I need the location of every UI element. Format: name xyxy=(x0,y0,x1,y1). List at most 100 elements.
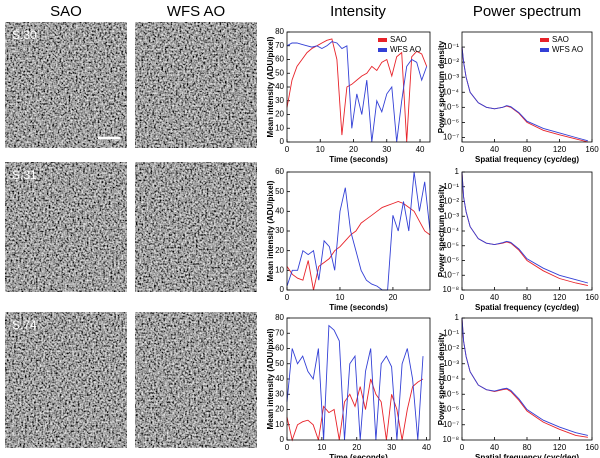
y-tick-label: 10 xyxy=(275,420,284,429)
retina-image xyxy=(135,162,257,292)
y-axis-label: Mean intensity (ADU/pixel) xyxy=(266,180,275,281)
legend-label: WFS AO xyxy=(390,45,421,54)
y-tick-label: 70 xyxy=(275,41,284,50)
x-axis-label: Spatial frequency (cyc/deg) xyxy=(475,155,579,164)
retina-image xyxy=(5,162,127,292)
row-label: S.31 xyxy=(12,168,37,182)
y-tick-label: 40 xyxy=(275,206,284,215)
row-label: S.74 xyxy=(12,318,37,332)
x-tick-label: 80 xyxy=(523,293,532,302)
legend-swatch xyxy=(540,38,549,42)
y-tick-label: 10⁻³ xyxy=(443,211,459,220)
y-tick-label: 80 xyxy=(275,313,284,322)
x-tick-label: 0 xyxy=(285,293,290,302)
y-tick-label: 10⁻⁵ xyxy=(443,102,459,111)
x-tick-label: 30 xyxy=(382,145,391,154)
y-tick-label: 50 xyxy=(275,187,284,196)
y-tick-label: 10⁻⁶ xyxy=(443,405,459,414)
x-tick-label: 0 xyxy=(460,443,465,452)
x-axis-label: Time (seconds) xyxy=(329,155,388,164)
retina-image xyxy=(135,312,257,448)
x-tick-label: 120 xyxy=(553,145,567,154)
y-tick-label: 10⁻³ xyxy=(443,72,459,81)
series-line xyxy=(286,171,431,291)
series-line xyxy=(286,38,428,143)
y-axis-label: Power spectrum density xyxy=(437,332,446,425)
x-tick-label: 0 xyxy=(460,293,465,302)
y-tick-label: 10 xyxy=(275,123,284,132)
x-tick-label: 160 xyxy=(585,293,599,302)
x-axis-label: Time (seconds) xyxy=(329,453,388,458)
y-tick-label: 10 xyxy=(275,265,284,274)
retina-image xyxy=(5,22,127,148)
y-tick-label: 60 xyxy=(275,344,284,353)
x-tick-label: 40 xyxy=(490,145,499,154)
y-tick-label: 10⁻⁸ xyxy=(443,435,460,444)
y-tick-label: 10⁻⁶ xyxy=(443,256,459,265)
retina-image xyxy=(5,312,127,448)
y-tick-label: 0 xyxy=(280,435,285,444)
x-tick-label: 20 xyxy=(349,145,358,154)
plot-frame xyxy=(461,317,593,441)
plot-frame xyxy=(461,31,593,143)
x-tick-label: 120 xyxy=(553,293,567,302)
y-tick-label: 50 xyxy=(275,359,284,368)
y-tick-label: 1 xyxy=(455,313,460,322)
column-header: WFS AO xyxy=(167,3,225,20)
series-line xyxy=(461,171,588,287)
y-tick-label: 10⁻² xyxy=(443,197,459,206)
legend-swatch xyxy=(378,38,387,42)
legend-swatch xyxy=(540,48,549,52)
y-tick-label: 30 xyxy=(275,226,284,235)
series-line xyxy=(286,324,424,441)
column-header: Power spectrum xyxy=(473,3,581,20)
x-tick-label: 40 xyxy=(422,443,431,452)
x-tick-label: 120 xyxy=(553,443,567,452)
y-tick-label: 20 xyxy=(275,110,284,119)
legend-label: WFS AO xyxy=(552,45,583,54)
y-axis-label: Power spectrum density xyxy=(437,184,446,277)
series-line xyxy=(461,317,588,438)
y-tick-label: 10⁻⁵ xyxy=(443,241,459,250)
x-tick-label: 20 xyxy=(388,293,397,302)
y-tick-label: 10⁻⁷ xyxy=(443,133,459,142)
legend-label: SAO xyxy=(390,35,407,44)
x-tick-label: 80 xyxy=(523,145,532,154)
y-tick-label: 30 xyxy=(275,389,284,398)
column-header: Intensity xyxy=(330,3,386,20)
x-axis-label: Spatial frequency (cyc/deg) xyxy=(475,303,579,312)
y-axis-label: Mean intensity (ADU/pixel) xyxy=(266,36,275,137)
y-tick-label: 80 xyxy=(275,27,284,36)
series-line xyxy=(286,201,431,291)
x-tick-label: 0 xyxy=(285,145,290,154)
plot-frame xyxy=(286,171,431,291)
retina-image xyxy=(135,22,257,148)
x-tick-label: 40 xyxy=(490,293,499,302)
y-axis-label: Mean intensity (ADU/pixel) xyxy=(266,328,275,429)
y-tick-label: 10⁻⁴ xyxy=(442,374,459,383)
x-tick-label: 160 xyxy=(585,443,599,452)
y-tick-label: 0 xyxy=(280,285,285,294)
plot-frame xyxy=(461,171,593,291)
x-tick-label: 40 xyxy=(416,145,425,154)
y-tick-label: 10⁻⁷ xyxy=(443,420,459,429)
x-tick-label: 10 xyxy=(317,443,326,452)
y-tick-label: 40 xyxy=(275,374,284,383)
y-tick-label: 60 xyxy=(275,167,284,176)
plot-frame xyxy=(286,317,431,441)
series-line xyxy=(461,47,589,143)
y-tick-label: 20 xyxy=(275,246,284,255)
y-tick-label: 0 xyxy=(280,137,285,146)
legend-swatch xyxy=(378,48,387,52)
images xyxy=(5,22,257,448)
series-line xyxy=(461,317,588,436)
y-tick-label: 10⁻⁴ xyxy=(442,226,459,235)
x-tick-label: 0 xyxy=(285,443,290,452)
y-tick-label: 1 xyxy=(455,167,460,176)
y-tick-label: 10⁻² xyxy=(443,57,459,66)
row-label: S.30 xyxy=(12,28,37,42)
column-header: SAO xyxy=(50,3,82,20)
x-axis-label: Time (seconds) xyxy=(329,303,388,312)
plot-frame xyxy=(286,31,431,143)
x-tick-label: 10 xyxy=(336,293,345,302)
